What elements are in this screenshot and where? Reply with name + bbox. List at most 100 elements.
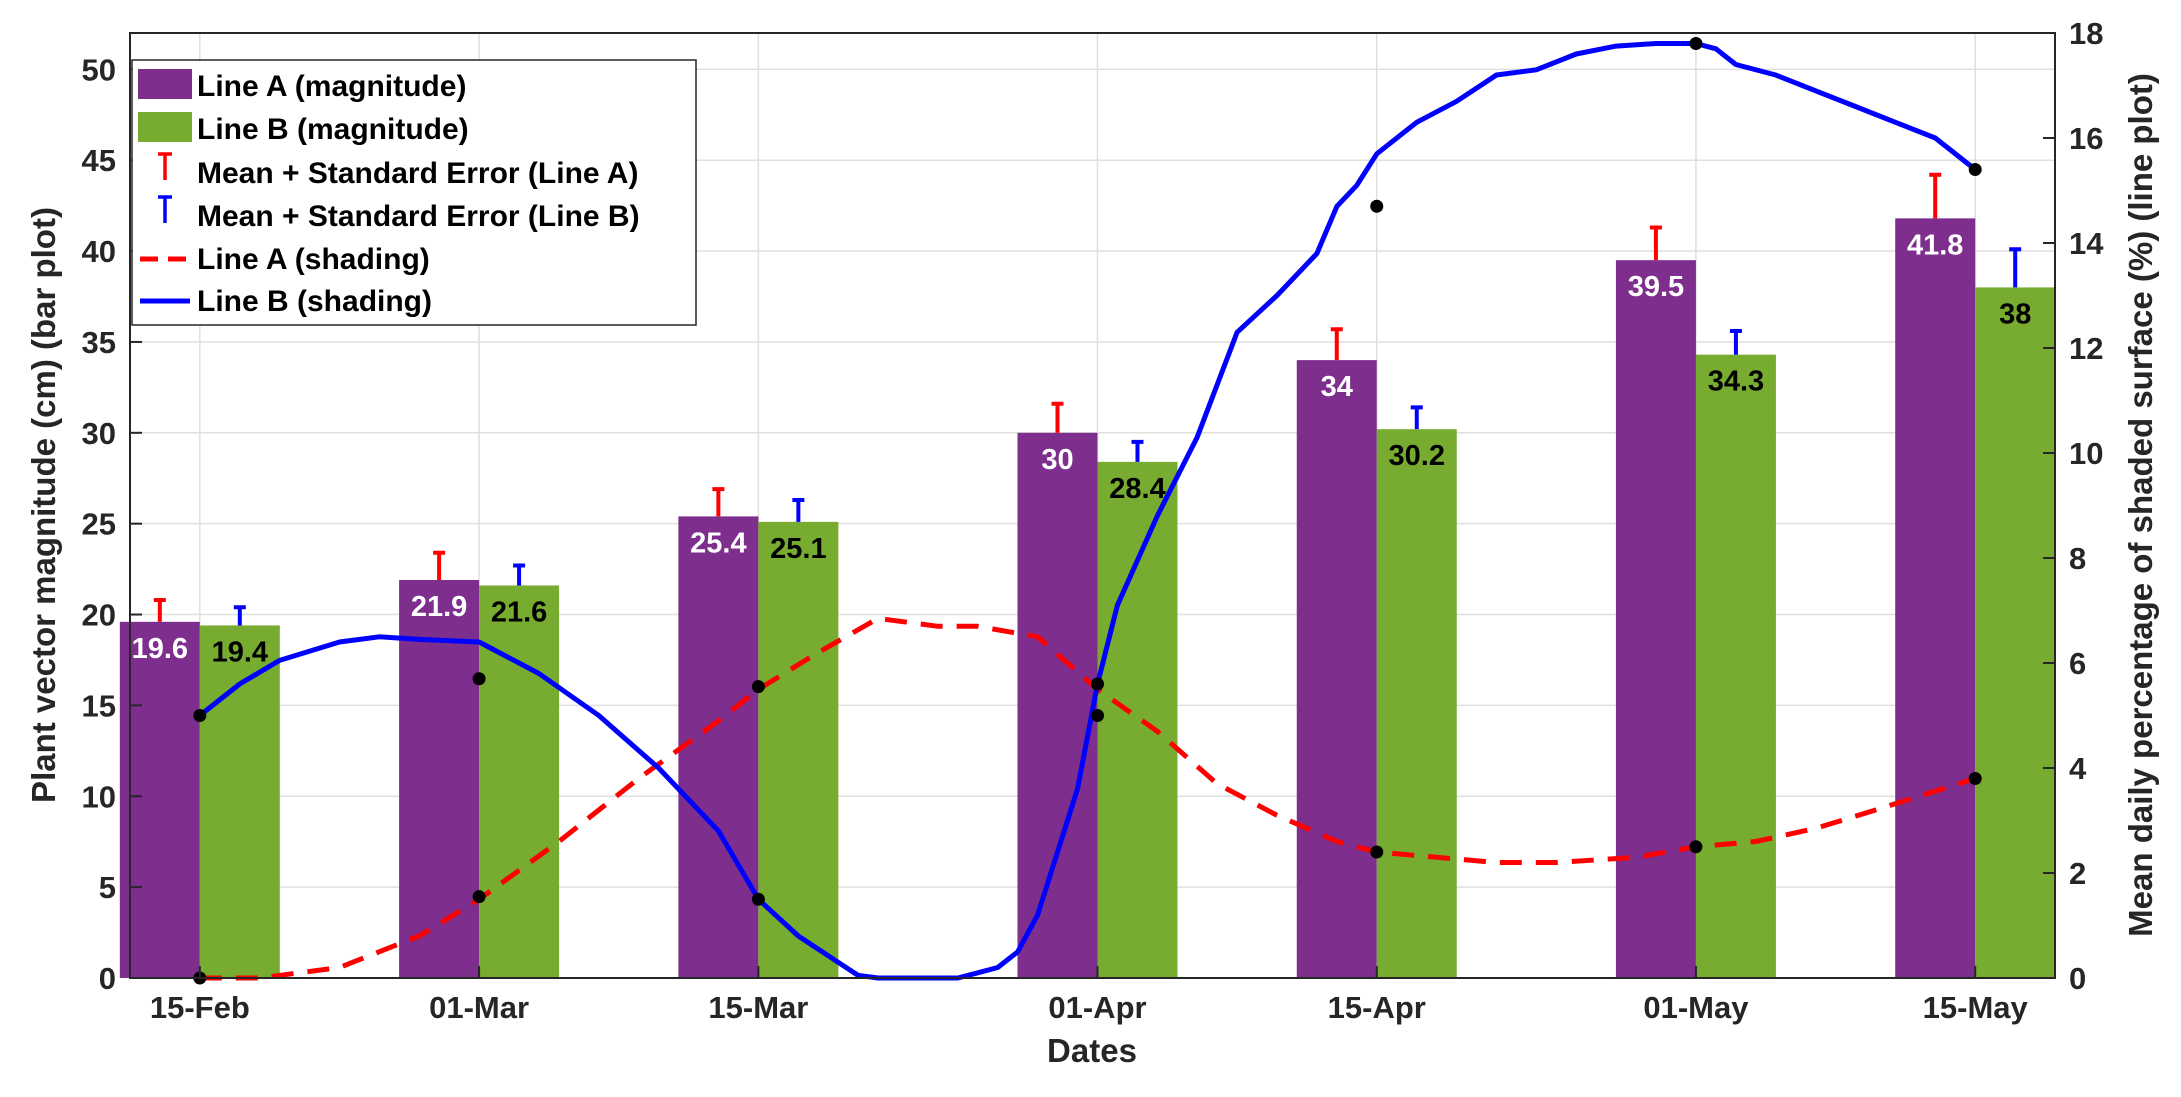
bar-line-a (1615, 260, 1696, 978)
y-tick-label: 0 (99, 961, 116, 996)
y-tick-label: 20 (82, 598, 116, 633)
error-bar-line-a (1929, 172, 1942, 219)
marker-line-a (1689, 840, 1703, 854)
x-axis-ticks: 15-Feb 01-Mar 15-Mar 01-Apr 15-Apr 01-May 15-M… (150, 966, 2029, 1025)
bar-line-b (758, 521, 839, 978)
error-bar-line-a (1330, 327, 1343, 361)
y2-tick-label: 8 (2069, 541, 2086, 576)
error-bars (153, 172, 2022, 626)
x-tick-label: 15-Apr (1328, 990, 1426, 1025)
legend-label-line-a-shading: Line A (shading) (197, 243, 430, 276)
x-tick-label: 01-May (1643, 990, 1749, 1025)
legend-label-line-b-shading: Line B (shading) (197, 285, 432, 318)
x-tick-label: 01-Apr (1048, 990, 1146, 1025)
bar-value-label-a: 30 (1041, 444, 1073, 476)
marker-line-b (1090, 677, 1104, 691)
marker-line-a (751, 680, 765, 694)
x-tick-label: 15-Feb (150, 990, 250, 1025)
bar-line-b (1097, 461, 1178, 978)
error-bar-line-b (1131, 439, 1144, 462)
bar-line-a (1017, 432, 1098, 978)
y2-tick-label: 14 (2069, 226, 2104, 261)
bar-line-b (199, 625, 280, 978)
legend-swatch-line-b-magnitude (138, 112, 192, 142)
bar-value-label-b: 38 (1999, 298, 2031, 330)
error-bar-line-b (2009, 247, 2022, 288)
error-bar-line-a (153, 598, 166, 622)
marker-line-b (1689, 37, 1703, 50)
legend: Line A (magnitude) Line B (magnitude) Me… (131, 59, 697, 326)
x-tick-label: 15-Mar (708, 990, 808, 1025)
y-tick-label: 5 (99, 870, 116, 905)
bar-value-label-a: 21.9 (411, 591, 467, 623)
marker-line-b (751, 892, 765, 906)
error-bar-line-b (792, 498, 805, 522)
bar-line-a (119, 621, 200, 978)
y-tick-label: 10 (82, 779, 116, 814)
y2-tick-label: 6 (2069, 646, 2086, 681)
legend-label-error-b: Mean + Standard Error (Line B) (197, 200, 640, 233)
bar-value-label-b: 28.4 (1109, 473, 1165, 505)
error-bar-line-a (712, 487, 725, 517)
bar-value-label-b: 34.3 (1708, 366, 1764, 398)
legend-errorbar-icon-a (158, 152, 172, 180)
y2-tick-label: 4 (2069, 751, 2087, 786)
y-axis-title: Plant vector magnitude (cm) (bar plot) (25, 207, 62, 803)
bar-value-labels: 19.6 19.4 21.9 21.6 25.4 25.1 30 28.4 34 30.2 39.5… (132, 229, 2032, 668)
y-tick-label: 50 (82, 52, 116, 87)
y-tick-label: 40 (82, 234, 116, 269)
bar-value-label-a: 39.5 (1628, 271, 1684, 303)
bar-value-label-b: 25.1 (770, 533, 826, 565)
bar-line-b (479, 585, 560, 978)
bar-value-label-b: 21.6 (491, 596, 547, 628)
legend-label-error-a: Mean + Standard Error (Line A) (197, 157, 638, 190)
marker-line-a (1090, 709, 1104, 722)
y2-tick-label: 12 (2069, 331, 2103, 366)
legend-errorbar-icon-b (158, 195, 172, 223)
error-bar-line-b (1410, 405, 1423, 430)
y2-tick-label: 18 (2069, 16, 2103, 51)
marker-line-a (1370, 845, 1384, 859)
marker-line-a (472, 890, 486, 904)
marker-line-b (1968, 163, 1982, 176)
y-tick-label: 45 (82, 143, 116, 178)
marker-line-a (1968, 772, 1982, 785)
bar-value-label-b: 30.2 (1389, 440, 1445, 472)
error-bar-line-b (1729, 329, 1742, 355)
bar-line-b (1376, 429, 1457, 978)
y2-tick-label: 0 (2069, 961, 2086, 996)
y-tick-label: 30 (82, 416, 116, 451)
bar-line-a (399, 580, 480, 978)
x-axis-title: Dates (1047, 1032, 1137, 1069)
x-tick-label: 01-Mar (429, 990, 529, 1025)
line-markers (193, 37, 1982, 985)
bar-value-label-b: 19.4 (212, 636, 268, 668)
bar-value-label-a: 34 (1321, 371, 1353, 403)
y-tick-label: 15 (82, 688, 116, 723)
bar-line-b (1975, 287, 2056, 978)
legend-label-line-a-magnitude: Line A (magnitude) (197, 70, 466, 103)
y2-tick-label: 10 (2069, 436, 2103, 471)
error-bar-line-a (1051, 401, 1064, 433)
legend-box (131, 59, 697, 326)
bar-value-label-a: 41.8 (1907, 229, 1963, 261)
legend-label-line-b-magnitude: Line B (magnitude) (197, 113, 469, 146)
error-bar-line-a (433, 550, 446, 581)
y2-tick-label: 16 (2069, 121, 2103, 156)
error-bar-line-a (1649, 225, 1662, 261)
y-tick-label: 25 (82, 507, 116, 542)
y2-tick-label: 2 (2069, 856, 2086, 891)
left-y-axis-ticks: 0 5 10 15 20 25 30 35 40 45 50 (82, 52, 142, 996)
right-y-axis-ticks: 0 2 4 6 8 10 12 14 16 18 (2043, 16, 2104, 996)
y2-axis-title: Mean daily percentage of shaded surface … (2122, 73, 2159, 937)
error-bar-line-b (513, 563, 526, 586)
error-bar-line-b (233, 605, 246, 626)
marker-line-b (193, 709, 207, 722)
legend-swatch-line-a-magnitude (138, 69, 192, 99)
x-tick-label: 15-May (1923, 990, 2029, 1025)
marker-line-b (1370, 199, 1384, 213)
bar-value-label-a: 19.6 (132, 633, 188, 665)
y-tick-label: 35 (82, 325, 116, 360)
plot-area-border (129, 32, 2056, 979)
